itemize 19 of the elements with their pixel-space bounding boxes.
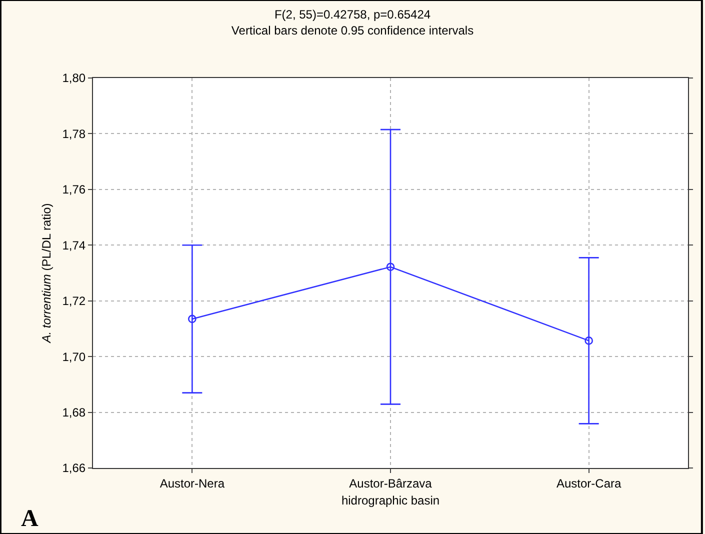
x-axis-title: hidrographic basin	[341, 493, 440, 508]
chart-subtitle: Vertical bars denote 0.95 confidence intervals	[231, 23, 474, 38]
y-tick-label: 1,78	[62, 126, 86, 141]
y-axis-title: A. torrentium (PL/DL ratio)	[40, 203, 54, 344]
point	[386, 262, 395, 272]
y-tick-label: 1,72	[62, 294, 86, 308]
chart-title: F(2, 55)=0.42758, p=0.65424	[274, 8, 431, 22]
y-tick-label: 1,76	[62, 182, 86, 197]
y-tick-label: 1,70	[62, 350, 86, 364]
x-tick-label: Austor-Bârzava	[349, 476, 432, 490]
x-tick-label: Austor-Cara	[556, 476, 622, 490]
point	[188, 314, 196, 324]
point	[584, 336, 593, 345]
y-tick-label: 1,68	[62, 405, 86, 420]
y-tick-label: 1,66	[62, 461, 86, 476]
x-tick-label: Austor-Nera	[160, 476, 225, 490]
y-tick-label: 1,74	[62, 238, 86, 252]
text: A	[21, 506, 39, 532]
y-tick-label: 1,80	[62, 71, 86, 86]
